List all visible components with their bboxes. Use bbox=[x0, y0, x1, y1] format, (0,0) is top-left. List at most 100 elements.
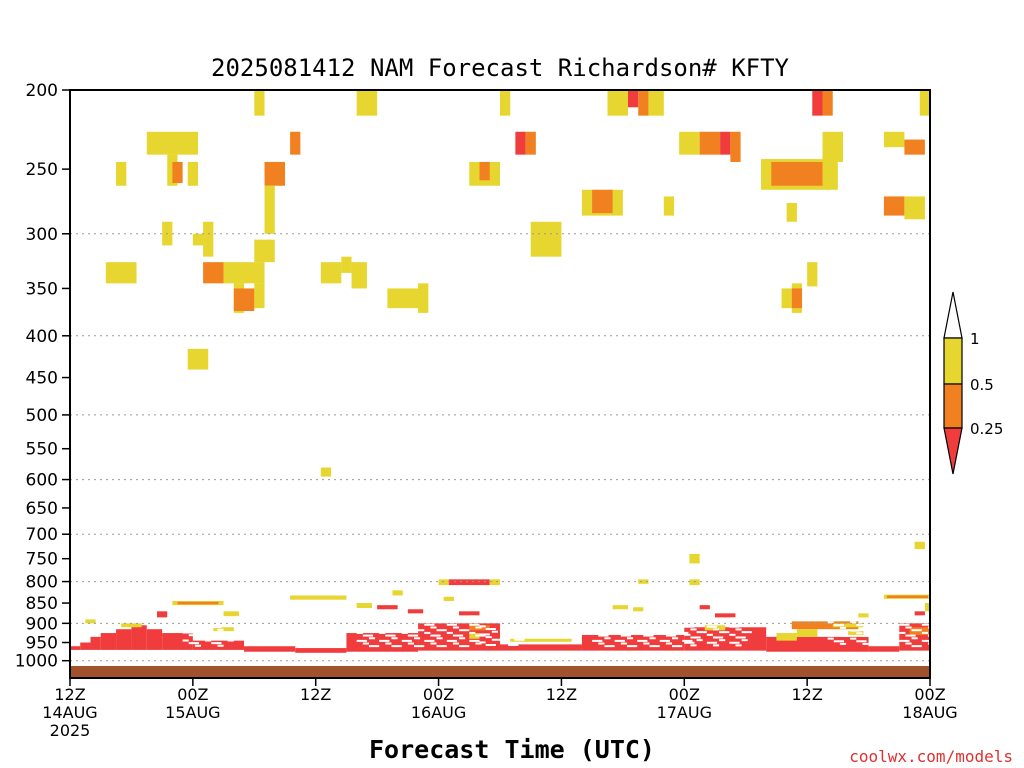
streak bbox=[469, 615, 476, 618]
streak bbox=[706, 625, 718, 628]
streak bbox=[672, 645, 683, 648]
streak bbox=[362, 634, 374, 637]
ri-cell-80 bbox=[146, 629, 163, 650]
streak bbox=[696, 639, 703, 642]
streak bbox=[385, 642, 392, 645]
streak bbox=[833, 632, 840, 635]
streak bbox=[729, 617, 736, 620]
xtick-label-12-1: 15AUG bbox=[165, 703, 220, 722]
streak bbox=[452, 626, 460, 629]
streak bbox=[911, 629, 922, 632]
streak bbox=[430, 642, 437, 645]
ri-cell-55 bbox=[781, 288, 792, 309]
streak bbox=[659, 631, 666, 634]
streak bbox=[446, 639, 457, 642]
ri-cell-50 bbox=[341, 256, 352, 273]
xtick-label-36-1: 16AUG bbox=[411, 703, 466, 722]
heatmap-cells bbox=[70, 90, 939, 678]
legend-bottom-arrow bbox=[943, 427, 963, 475]
ri-cell-74 bbox=[70, 646, 81, 650]
streak bbox=[911, 620, 918, 623]
streak bbox=[407, 626, 414, 629]
streak bbox=[827, 629, 838, 632]
streak bbox=[479, 633, 490, 636]
streak bbox=[430, 634, 441, 637]
streak bbox=[379, 631, 386, 634]
streak bbox=[712, 644, 720, 647]
streak bbox=[872, 637, 879, 640]
streak bbox=[659, 639, 670, 642]
streak bbox=[911, 637, 918, 640]
ri-cell-64 bbox=[489, 579, 500, 586]
streak bbox=[211, 642, 222, 645]
streak bbox=[659, 623, 670, 626]
streak bbox=[729, 625, 740, 628]
chart-title: 2025081412 NAM Forecast Richardson# KFTY bbox=[211, 54, 790, 82]
ri-cell-51 bbox=[351, 262, 367, 289]
ri-cell-117 bbox=[914, 611, 925, 616]
ri-cell-109 bbox=[704, 625, 726, 631]
ri-cell-58 bbox=[187, 348, 209, 370]
ri-cell-61 bbox=[914, 541, 925, 550]
streak bbox=[227, 639, 234, 642]
streak bbox=[637, 615, 644, 618]
ri-cell-8 bbox=[822, 90, 833, 116]
streak bbox=[379, 623, 390, 626]
streak bbox=[712, 636, 724, 639]
streak bbox=[649, 620, 656, 623]
streak bbox=[508, 628, 519, 631]
streak bbox=[217, 644, 224, 647]
streak bbox=[414, 629, 425, 632]
streak bbox=[620, 642, 627, 645]
ytick-label-750: 750 bbox=[26, 550, 58, 570]
xtick-label-84-1: 18AUG bbox=[902, 703, 957, 722]
streak bbox=[592, 623, 603, 626]
streak bbox=[491, 630, 498, 633]
streak bbox=[682, 623, 693, 626]
streak bbox=[856, 624, 867, 627]
streak bbox=[182, 631, 193, 634]
streak bbox=[211, 626, 222, 629]
ytick-label-700: 700 bbox=[26, 525, 58, 545]
streak bbox=[850, 621, 857, 624]
ri-cell-40 bbox=[203, 221, 214, 257]
streak bbox=[899, 639, 910, 642]
ground-layer bbox=[70, 665, 930, 678]
ri-cell-34 bbox=[663, 196, 675, 216]
ytick-label-550: 550 bbox=[26, 440, 58, 460]
streak bbox=[620, 634, 632, 637]
streak bbox=[706, 633, 713, 636]
ri-cell-99 bbox=[377, 605, 398, 610]
streak bbox=[459, 620, 466, 623]
streak bbox=[514, 630, 521, 633]
streak bbox=[690, 628, 697, 631]
streak bbox=[643, 634, 654, 637]
streak bbox=[356, 639, 367, 642]
streak bbox=[712, 628, 720, 631]
streak bbox=[690, 636, 701, 639]
streak bbox=[665, 642, 672, 645]
xtick-label-72-0: 12Z bbox=[791, 685, 822, 704]
streak-group-5 bbox=[827, 621, 883, 645]
ri-cell-85 bbox=[295, 648, 347, 653]
streak bbox=[850, 629, 861, 632]
streak bbox=[649, 637, 656, 640]
ri-cell-60 bbox=[689, 553, 700, 564]
ri-cell-98 bbox=[356, 603, 373, 609]
streak bbox=[446, 615, 453, 618]
ri-cell-95 bbox=[85, 619, 96, 624]
legend-label-1: 0.5 bbox=[970, 376, 994, 394]
streak bbox=[872, 621, 879, 624]
streak bbox=[735, 636, 746, 639]
legend-label-2: 0.25 bbox=[970, 420, 1003, 438]
ri-cell-114 bbox=[848, 631, 864, 635]
streak bbox=[735, 644, 742, 647]
streak bbox=[899, 631, 906, 634]
streak bbox=[485, 644, 496, 647]
ri-cell-53 bbox=[418, 283, 429, 313]
streak bbox=[921, 615, 928, 618]
streak bbox=[217, 636, 228, 639]
streak bbox=[862, 626, 869, 629]
streak bbox=[469, 639, 480, 642]
